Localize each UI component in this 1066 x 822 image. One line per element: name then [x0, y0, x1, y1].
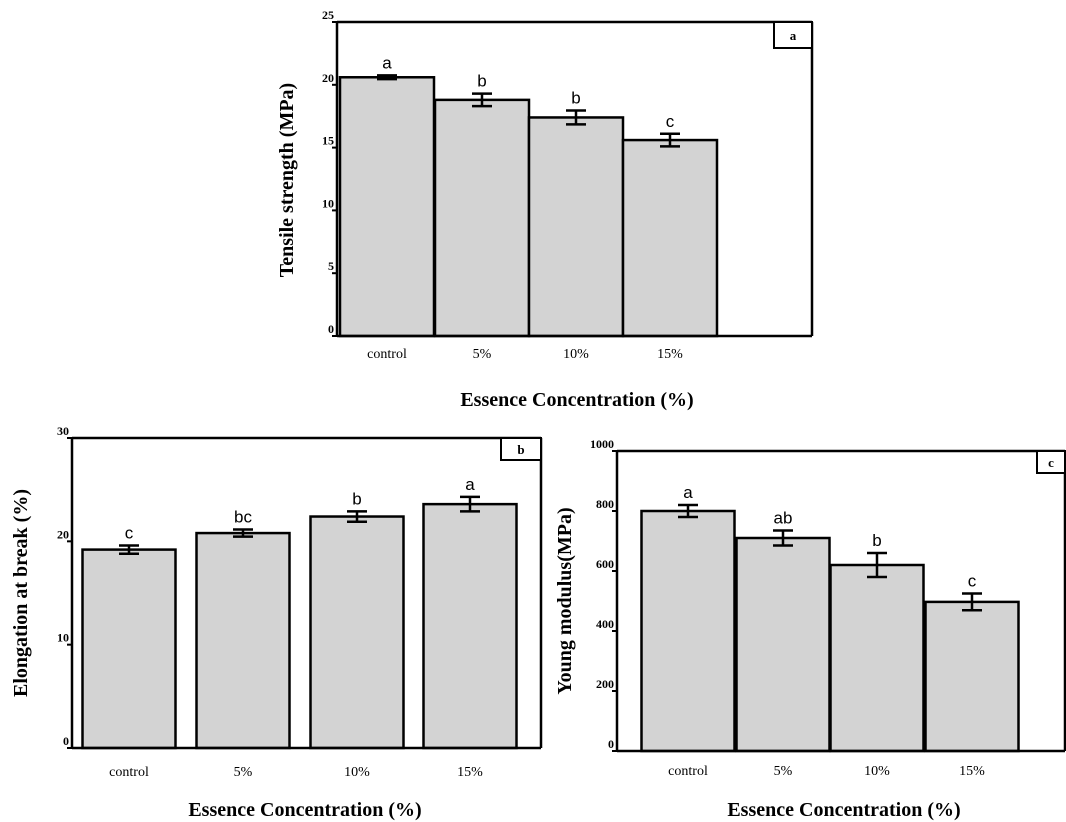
- bar: [309, 515, 405, 750]
- y-tick-label: 0: [608, 737, 614, 751]
- y-tick-label: 10: [57, 631, 69, 645]
- category-label: 10%: [344, 765, 370, 780]
- bar: [640, 509, 736, 753]
- significance-label: c: [666, 112, 675, 131]
- bar: [829, 563, 925, 753]
- bar: [621, 138, 719, 338]
- chart-panel-b: c control bc 5% b 10% a 15% 0 10 20 30 b Essence Conc…: [10, 424, 543, 821]
- y-tick-label: 0: [63, 734, 69, 748]
- chart-panel-a: a control b 5% b 10% c 15% 0 5 10 15 20 25 a Essence Co…: [276, 8, 814, 411]
- bar: [338, 76, 436, 338]
- y-tick-label: 20: [57, 527, 69, 541]
- y-tick-label: 800: [596, 497, 614, 511]
- category-label: 15%: [657, 347, 683, 362]
- x-axis-title: Essence Concentration (%): [188, 799, 421, 821]
- significance-label: c: [968, 572, 977, 591]
- x-axis-title: Essence Concentration (%): [727, 799, 960, 821]
- y-tick-label: 15: [322, 134, 334, 148]
- y-axis-title: Elongation at break (%): [10, 489, 32, 697]
- y-tick-label: 600: [596, 557, 614, 571]
- significance-label: a: [382, 53, 392, 72]
- bar: [527, 116, 625, 338]
- bar: [924, 600, 1020, 753]
- panel-letter: b: [517, 442, 524, 457]
- y-tick-label: 1000: [590, 437, 614, 451]
- panel-letter-box: [500, 437, 542, 461]
- y-axis-title: Tensile strength (MPa): [276, 83, 298, 277]
- panel-letter-box: [1036, 450, 1066, 474]
- panel-letter: a: [790, 28, 797, 43]
- y-tick-label: 30: [57, 424, 69, 438]
- significance-label: a: [465, 475, 475, 494]
- category-label: 5%: [234, 765, 253, 780]
- category-label: 15%: [457, 765, 483, 780]
- significance-label: b: [477, 72, 486, 91]
- category-label: 15%: [959, 764, 985, 779]
- category-label: 10%: [864, 764, 890, 779]
- significance-label: bc: [234, 507, 252, 526]
- bar: [81, 548, 177, 750]
- panel-letter-box: [773, 21, 813, 49]
- significance-label: ab: [774, 509, 793, 528]
- y-tick-label: 25: [322, 8, 334, 22]
- y-tick-label: 200: [596, 677, 614, 691]
- category-label: control: [668, 764, 708, 779]
- bar: [735, 536, 831, 753]
- y-axis-title: Young modulus(MPa): [554, 507, 576, 694]
- y-tick-label: 5: [328, 259, 334, 273]
- y-tick-label: 10: [322, 196, 334, 210]
- significance-label: b: [872, 531, 881, 550]
- chart-panel-c: a control ab 5% b 10% c 15% 0 200 400 600 800 1000 c Es…: [554, 437, 1066, 821]
- category-label: 5%: [774, 764, 793, 779]
- panel-letter: c: [1048, 455, 1054, 470]
- y-tick-label: 20: [322, 71, 334, 85]
- bar: [422, 502, 518, 750]
- bar: [195, 531, 291, 750]
- significance-label: b: [352, 489, 361, 508]
- category-label: 5%: [473, 347, 492, 362]
- significance-label: c: [125, 523, 134, 542]
- category-label: control: [109, 765, 149, 780]
- bar: [433, 98, 531, 338]
- category-label: control: [367, 347, 407, 362]
- significance-label: a: [683, 483, 693, 502]
- category-label: 10%: [563, 347, 589, 362]
- x-axis-title: Essence Concentration (%): [460, 389, 693, 411]
- y-tick-label: 0: [328, 322, 334, 336]
- y-tick-label: 400: [596, 617, 614, 631]
- significance-label: b: [571, 89, 580, 108]
